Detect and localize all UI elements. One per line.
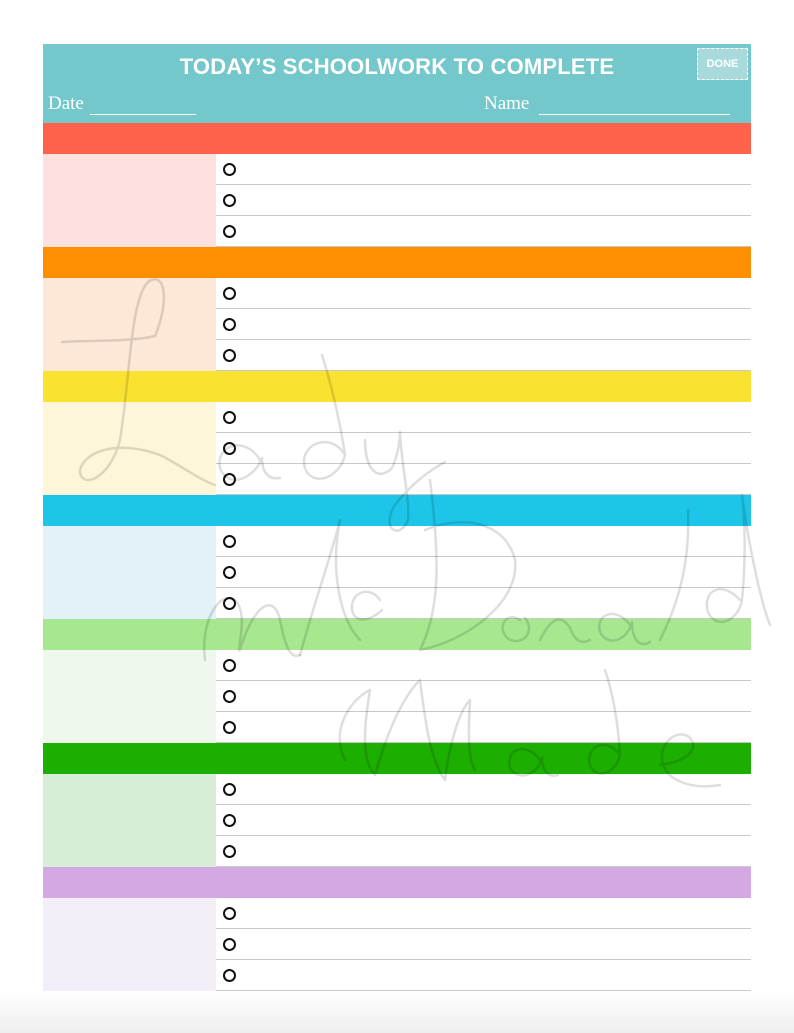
- subject-cell[interactable]: [43, 650, 216, 743]
- task-row[interactable]: [216, 960, 751, 991]
- task-checkbox-icon[interactable]: [223, 906, 236, 920]
- task-row[interactable]: [216, 278, 751, 309]
- task-checkbox-icon[interactable]: [223, 968, 236, 982]
- task-checkbox-icon[interactable]: [223, 286, 236, 300]
- task-row[interactable]: [216, 681, 751, 712]
- date-input-line[interactable]: [89, 96, 196, 115]
- task-row[interactable]: [216, 557, 751, 588]
- task-row[interactable]: [216, 650, 751, 681]
- task-checkbox-icon[interactable]: [223, 689, 236, 703]
- section-bar: [43, 371, 751, 402]
- name-label: Name: [484, 93, 530, 114]
- task-checkbox-icon[interactable]: [223, 782, 236, 796]
- task-row[interactable]: [216, 929, 751, 960]
- name-input-line[interactable]: [539, 96, 731, 115]
- subject-cell[interactable]: [43, 278, 216, 371]
- section-bar: [43, 743, 751, 774]
- section-body: [43, 526, 751, 619]
- section-body: [43, 774, 751, 867]
- task-checkbox-icon[interactable]: [223, 565, 236, 579]
- name-field: Name: [484, 93, 731, 115]
- task-row[interactable]: [216, 433, 751, 464]
- section-bar: [43, 247, 751, 278]
- page-bottom-shadow: [0, 990, 794, 1033]
- subject-cell[interactable]: [43, 774, 216, 867]
- task-checkbox-icon[interactable]: [223, 534, 236, 548]
- subject-sections: [43, 123, 751, 991]
- task-list: [216, 650, 751, 743]
- task-checkbox-icon[interactable]: [223, 658, 236, 672]
- schoolwork-sheet: TODAY’S SCHOOLWORK TO COMPLETE DONE Date…: [43, 44, 751, 991]
- section-bar: [43, 619, 751, 650]
- task-row[interactable]: [216, 464, 751, 495]
- subject-cell[interactable]: [43, 526, 216, 619]
- task-list: [216, 278, 751, 371]
- task-list: [216, 898, 751, 991]
- section-bar: [43, 123, 751, 154]
- section-body: [43, 154, 751, 247]
- task-checkbox-icon[interactable]: [223, 224, 236, 238]
- task-row[interactable]: [216, 185, 751, 216]
- subject-cell[interactable]: [43, 154, 216, 247]
- task-checkbox-icon[interactable]: [223, 937, 236, 951]
- task-checkbox-icon[interactable]: [223, 348, 236, 362]
- task-row[interactable]: [216, 712, 751, 743]
- subject-cell[interactable]: [43, 898, 216, 991]
- task-checkbox-icon[interactable]: [223, 720, 236, 734]
- task-list: [216, 774, 751, 867]
- task-row[interactable]: [216, 154, 751, 185]
- task-row[interactable]: [216, 588, 751, 619]
- task-list: [216, 402, 751, 495]
- task-checkbox-icon[interactable]: [223, 317, 236, 331]
- task-row[interactable]: [216, 309, 751, 340]
- section-body: [43, 402, 751, 495]
- task-row[interactable]: [216, 898, 751, 929]
- date-label: Date: [48, 93, 84, 114]
- task-checkbox-icon[interactable]: [223, 193, 236, 207]
- task-row[interactable]: [216, 216, 751, 247]
- sheet-header: TODAY’S SCHOOLWORK TO COMPLETE DONE Date…: [43, 44, 751, 123]
- task-checkbox-icon[interactable]: [223, 410, 236, 424]
- section-body: [43, 650, 751, 743]
- section-bar: [43, 867, 751, 898]
- subject-cell[interactable]: [43, 402, 216, 495]
- task-row[interactable]: [216, 774, 751, 805]
- task-list: [216, 154, 751, 247]
- task-row[interactable]: [216, 805, 751, 836]
- task-checkbox-icon[interactable]: [223, 844, 236, 858]
- section-body: [43, 898, 751, 991]
- task-checkbox-icon[interactable]: [223, 441, 236, 455]
- sheet-title: TODAY’S SCHOOLWORK TO COMPLETE: [179, 54, 615, 79]
- task-row[interactable]: [216, 526, 751, 557]
- task-checkbox-icon[interactable]: [223, 813, 236, 827]
- date-field: Date: [48, 93, 196, 115]
- section-body: [43, 278, 751, 371]
- task-row[interactable]: [216, 402, 751, 433]
- done-button[interactable]: DONE: [697, 48, 748, 80]
- task-row[interactable]: [216, 836, 751, 867]
- section-bar: [43, 495, 751, 526]
- task-list: [216, 526, 751, 619]
- task-row[interactable]: [216, 340, 751, 371]
- task-checkbox-icon[interactable]: [223, 472, 236, 486]
- task-checkbox-icon[interactable]: [223, 162, 236, 176]
- task-checkbox-icon[interactable]: [223, 596, 236, 610]
